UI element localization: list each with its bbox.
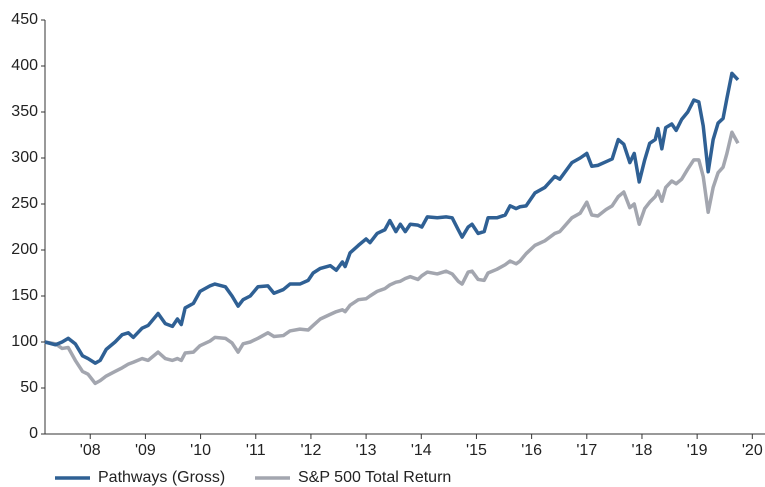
x-tick-label: '20 — [742, 442, 763, 459]
y-tick-label: 400 — [11, 57, 38, 74]
series-line — [44, 71, 740, 365]
x-tick-label: '12 — [301, 442, 322, 459]
x-tick-label: '15 — [466, 442, 487, 459]
x-tick-label: '13 — [356, 442, 377, 459]
y-tick-label: 300 — [11, 149, 38, 166]
x-tick-label: '08 — [80, 442, 101, 459]
x-tick-label: '17 — [576, 442, 597, 459]
y-tick-label: 350 — [11, 103, 38, 120]
y-tick-label: 200 — [11, 241, 38, 258]
legend-label: Pathways (Gross) — [98, 469, 225, 486]
y-tick-label: 150 — [11, 287, 38, 304]
y-tick-label: 50 — [20, 379, 38, 396]
series-line — [44, 130, 740, 386]
x-tick-label: '19 — [687, 442, 708, 459]
x-tick-label: '09 — [135, 442, 156, 459]
y-tick-label: 250 — [11, 195, 38, 212]
y-tick-label: 0 — [29, 425, 38, 442]
x-tick-label: '16 — [521, 442, 542, 459]
x-tick-label: '14 — [411, 442, 432, 459]
y-tick-label: 100 — [11, 333, 38, 350]
x-tick-label: '18 — [632, 442, 653, 459]
x-tick-label: '11 — [246, 442, 266, 459]
legend-label: S&P 500 Total Return — [298, 469, 451, 486]
x-tick-label: '10 — [190, 442, 211, 459]
y-tick-label: 450 — [11, 11, 38, 28]
